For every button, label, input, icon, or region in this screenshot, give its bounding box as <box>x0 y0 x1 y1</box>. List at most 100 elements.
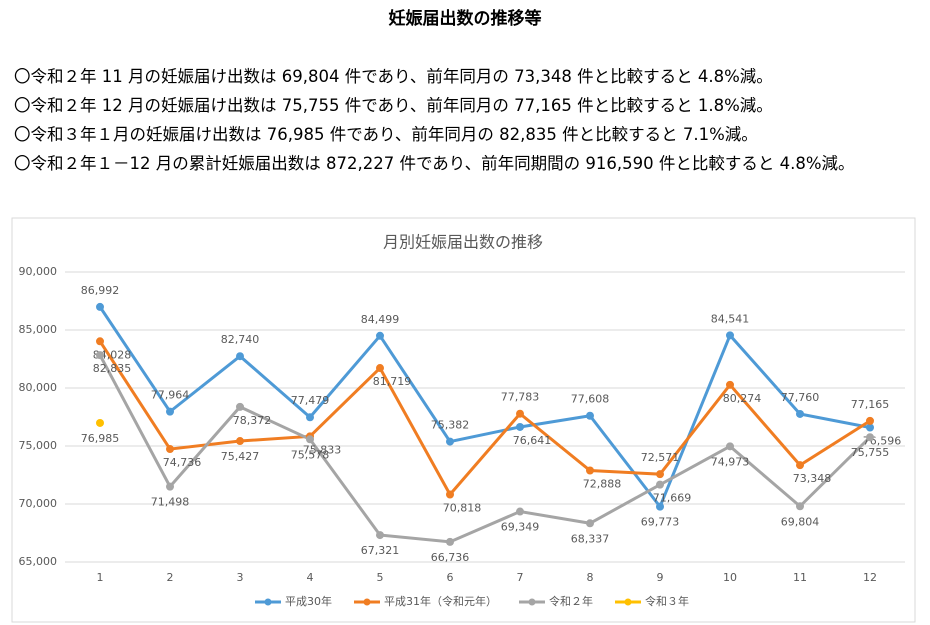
marker <box>516 422 524 431</box>
data-label: 76,641 <box>513 434 552 447</box>
data-label: 77,608 <box>571 393 610 406</box>
data-label: 66,736 <box>431 551 470 564</box>
marker <box>376 331 384 340</box>
data-label: 72,888 <box>583 477 622 490</box>
marker <box>656 502 664 511</box>
marker <box>796 502 804 511</box>
y-tick-label: 90,000 <box>19 265 58 278</box>
marker <box>96 418 104 427</box>
bullet: 〇令和２年 12 月の妊娠届け出数は 75,755 件であり、前年同月の 77,… <box>14 96 773 115</box>
marker <box>236 402 244 411</box>
data-label: 75,833 <box>303 443 342 456</box>
marker <box>866 433 874 442</box>
marker <box>236 437 244 446</box>
marker <box>306 413 314 422</box>
marker <box>306 435 314 444</box>
x-tick-label: 11 <box>793 571 807 584</box>
marker <box>516 409 524 418</box>
legend-marker <box>264 598 272 606</box>
data-label: 70,818 <box>443 502 482 515</box>
marker <box>376 364 384 373</box>
marker <box>796 461 804 470</box>
data-label: 80,274 <box>723 392 762 405</box>
marker <box>446 490 454 499</box>
legend-label: 平成31年（令和元年） <box>384 594 497 608</box>
data-label: 77,760 <box>781 391 820 404</box>
data-label: 75,578 <box>291 448 330 461</box>
data-label: 84,499 <box>361 313 400 326</box>
marker <box>96 351 104 360</box>
marker <box>726 331 734 340</box>
marker <box>236 352 244 361</box>
legend-marker <box>363 598 371 606</box>
marker <box>96 302 104 311</box>
data-label: 77,964 <box>151 389 190 402</box>
marker <box>866 416 874 425</box>
data-label: 75,382 <box>431 419 470 432</box>
x-tick-label: 2 <box>167 571 174 584</box>
data-label: 67,321 <box>361 544 400 557</box>
x-tick-label: 1 <box>97 571 104 584</box>
x-tick-label: 6 <box>447 571 454 584</box>
data-label: 81,719 <box>373 375 412 388</box>
legend-label: 令和３年 <box>645 594 689 608</box>
marker <box>446 437 454 446</box>
marker <box>796 409 804 418</box>
data-label: 75,427 <box>221 450 260 463</box>
line <box>98 340 871 498</box>
marker <box>376 531 384 540</box>
marker <box>516 507 524 516</box>
bullet: 〇令和３年１月の妊娠届け出数は 76,985 件であり、前年同月の 82,835… <box>14 125 758 144</box>
marker <box>166 482 174 491</box>
data-label: 69,804 <box>781 515 820 528</box>
data-label: 77,783 <box>501 391 540 404</box>
data-label: 82,740 <box>221 333 260 346</box>
legend-label: 令和２年 <box>549 594 593 608</box>
y-tick-label: 75,000 <box>19 439 58 452</box>
marker <box>166 407 174 416</box>
x-tick-label: 3 <box>237 571 244 584</box>
x-tick-label: 10 <box>723 571 737 584</box>
marker <box>656 470 664 479</box>
data-label: 86,992 <box>81 284 120 297</box>
title: 妊娠届出数の推移等 <box>388 9 542 29</box>
chart-frame <box>11 217 916 623</box>
marker <box>656 480 664 489</box>
bullet: 〇令和２年 11 月の妊娠届け出数は 69,804 件であり、前年同月の 73,… <box>14 67 773 86</box>
data-label: 71,669 <box>653 492 692 505</box>
marker <box>866 423 874 432</box>
marker <box>446 537 454 546</box>
marker <box>726 442 734 451</box>
legend-label: 平成30年 <box>285 594 332 608</box>
data-label: 77,165 <box>851 398 890 411</box>
marker <box>166 445 174 454</box>
bullet: 〇令和２年１－12 月の累計妊娠届出数は 872,227 件であり、前年同期間の… <box>14 154 855 173</box>
data-label: 69,773 <box>641 516 680 529</box>
y-tick-label: 85,000 <box>19 323 58 336</box>
marker <box>96 337 104 346</box>
y-tick-label: 70,000 <box>19 497 58 510</box>
y-tick-label: 80,000 <box>19 381 58 394</box>
marker <box>586 411 594 420</box>
x-tick-label: 8 <box>587 571 594 584</box>
marker <box>726 380 734 389</box>
data-label: 68,337 <box>571 532 610 545</box>
line <box>98 354 872 544</box>
marker <box>586 519 594 528</box>
x-tick-label: 9 <box>657 571 664 584</box>
x-tick-label: 12 <box>863 571 877 584</box>
bullets: 〇令和２年 11 月の妊娠届け出数は 69,804 件であり、前年同月の 73,… <box>14 62 914 178</box>
line <box>98 306 871 510</box>
data-label: 78,372 <box>233 414 272 427</box>
data-label: 71,498 <box>151 496 190 509</box>
data-label: 82,835 <box>93 362 132 375</box>
data-label: 76,985 <box>81 432 120 445</box>
y-tick-label: 65,000 <box>19 555 58 568</box>
data-label: 77,479 <box>291 394 330 407</box>
data-label: 74,736 <box>163 456 202 469</box>
legend-marker <box>528 598 536 606</box>
data-label: 72,571 <box>641 451 680 464</box>
marker <box>586 466 594 475</box>
data-label: 84,541 <box>711 312 750 325</box>
